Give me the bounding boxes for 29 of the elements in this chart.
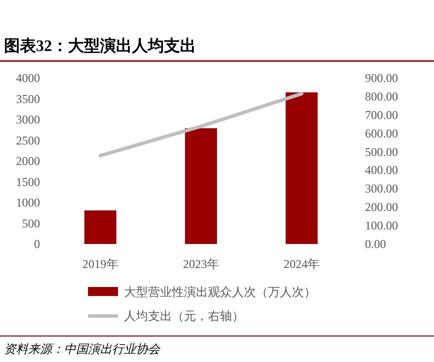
bar bbox=[185, 128, 217, 244]
bar bbox=[84, 210, 116, 244]
y2-tick-label: 0.00 bbox=[365, 237, 386, 251]
legend-label: 人均支出（元，右轴） bbox=[124, 309, 244, 323]
y2-tick-label: 700.00 bbox=[365, 108, 398, 122]
y2-tick-label: 100.00 bbox=[365, 218, 398, 233]
x-tick-label: 2023年 bbox=[183, 257, 219, 271]
y-tick-label: 2000 bbox=[16, 154, 40, 168]
y2-tick-label: 800.00 bbox=[365, 89, 398, 104]
x-tick-label: 2019年 bbox=[82, 257, 118, 271]
y2-tick-label: 500.00 bbox=[365, 144, 398, 159]
text: 资料来源：中国演出行业协会 bbox=[4, 342, 161, 356]
y-tick-label: 0 bbox=[34, 237, 40, 251]
x-tick-label: 2024年 bbox=[284, 257, 320, 271]
y-tick-label: 1000 bbox=[16, 196, 40, 210]
legend-label: 大型营业性演出观众人次（万人次） bbox=[124, 285, 316, 299]
y2-tick-label: 400.00 bbox=[365, 163, 398, 178]
y2-tick-label: 900.00 bbox=[365, 71, 398, 85]
y-tick-label: 1500 bbox=[16, 174, 40, 189]
y-tick-label: 2500 bbox=[16, 133, 40, 148]
y-tick-label: 3500 bbox=[16, 92, 40, 106]
bar bbox=[286, 92, 318, 244]
y-tick-label: 4000 bbox=[16, 71, 40, 85]
y-tick-label: 3000 bbox=[16, 112, 40, 126]
y2-tick-label: 600.00 bbox=[365, 126, 398, 140]
y2-tick-label: 300.00 bbox=[365, 182, 398, 196]
chart-title: 图表32：大型演出人均支出 bbox=[4, 37, 196, 55]
y2-tick-label: 200.00 bbox=[365, 200, 398, 214]
y-tick-label: 500 bbox=[22, 216, 40, 230]
